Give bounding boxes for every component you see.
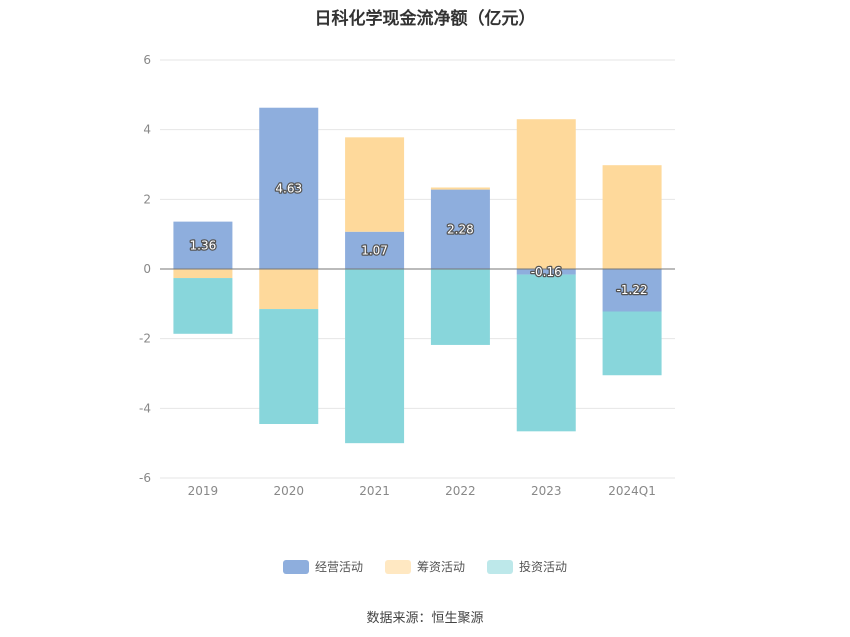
legend-label: 经营活动 [314, 560, 363, 574]
y-tick-label: 4 [143, 123, 151, 137]
bar-经营活动-2024Q1 [602, 269, 662, 312]
axis-layer: 6 4 2 0 -2 -4 -6 2019 2020 2021 2022 2023 2024Q1 [139, 53, 656, 498]
y-tick-label: 6 [143, 53, 151, 67]
data-source: 数据来源：恒生聚源 [0, 607, 850, 626]
bar-经营活动-2020 [259, 107, 319, 269]
legend-item[interactable]: 筹资活动 [384, 558, 465, 575]
y-tick-label: 2 [143, 192, 151, 206]
bar-投资活动-2022 [430, 269, 490, 345]
chart-title: 日科化学现金流净额（亿元） [314, 9, 536, 29]
bar-筹资活动-2022 [430, 187, 490, 190]
legend-swatch [487, 559, 513, 574]
legend: 经营活动 筹资活动 投资活动 [0, 558, 850, 575]
bar-经营活动-2021 [345, 231, 405, 269]
data-label: 4.63 [275, 181, 302, 195]
data-label: 2.28 [447, 222, 474, 236]
legend-label: 投资活动 [519, 560, 568, 574]
bar-经营活动-2023 [516, 269, 576, 275]
bar-筹资活动-2024Q1 [602, 165, 662, 269]
x-tick-label: 2022 [445, 484, 476, 498]
bar-投资活动-2021 [345, 269, 405, 444]
grid-layer [160, 59, 675, 479]
y-tick-label: -6 [139, 471, 151, 485]
bar-投资活动-2020 [259, 309, 319, 425]
bar-筹资活动-2020 [259, 269, 319, 310]
data-label: -0.16 [531, 265, 562, 279]
data-label: 1.07 [361, 243, 388, 257]
bar-经营活动-2022 [430, 189, 490, 269]
bar-筹资活动-2021 [345, 137, 405, 232]
legend-item[interactable]: 投资活动 [487, 558, 567, 575]
x-tick-label: 2023 [531, 484, 562, 498]
data-label: 1.36 [190, 238, 217, 252]
source-value: 恒生聚源 [431, 611, 484, 626]
x-tick-label: 2024Q1 [608, 484, 656, 498]
data-label-layer: 1.36 4.63 1.07 2.28 -0.16 -1.22 [188, 180, 649, 298]
x-tick-label: 2021 [359, 484, 390, 498]
legend-label: 筹资活动 [416, 560, 465, 574]
source-label: 数据来源： [366, 611, 432, 626]
x-tick-label: 2020 [273, 484, 304, 498]
x-tick-label: 2019 [188, 484, 219, 498]
bar-筹资活动-2023 [516, 119, 576, 269]
bar-投资活动-2023 [516, 274, 576, 432]
legend-swatch [282, 559, 309, 574]
bar-投资活动-2024Q1 [602, 311, 662, 376]
data-label: -1.22 [617, 283, 648, 297]
y-tick-label: 0 [143, 262, 151, 276]
legend-swatch [384, 559, 411, 574]
y-tick-label: -2 [139, 332, 151, 346]
y-tick-label: -4 [139, 401, 151, 415]
bar-layer [173, 107, 662, 444]
legend-item[interactable]: 经营活动 [282, 558, 363, 575]
bar-筹资活动-2019 [173, 269, 233, 279]
bar-投资活动-2019 [173, 278, 233, 334]
bar-经营活动-2019 [173, 221, 233, 269]
